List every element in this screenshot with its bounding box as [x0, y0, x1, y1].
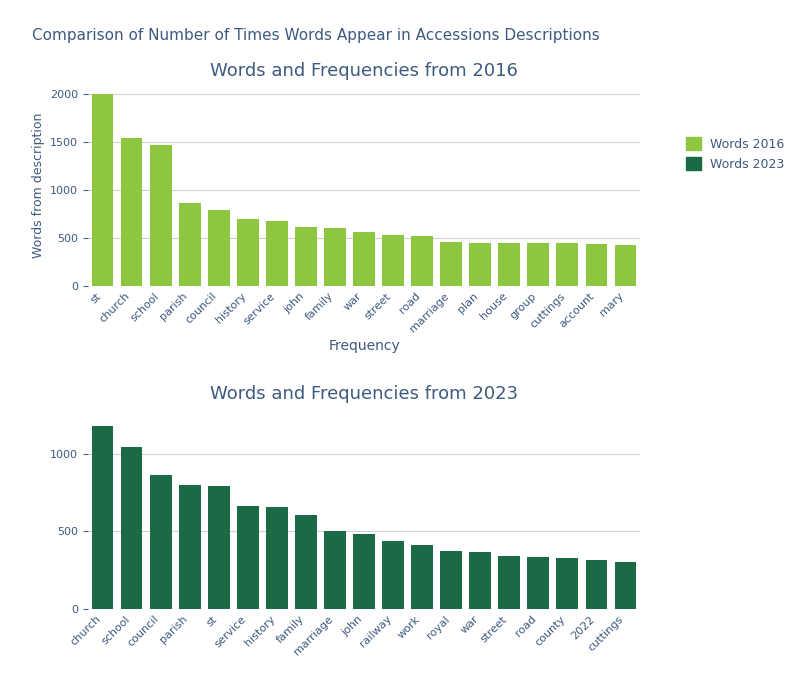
Bar [92, 94, 114, 286]
Bar [121, 447, 142, 609]
Bar [150, 475, 171, 609]
Bar [92, 426, 114, 609]
Bar [150, 145, 171, 286]
Text: Comparison of Number of Times Words Appear in Accessions Descriptions: Comparison of Number of Times Words Appe… [32, 28, 600, 43]
Bar [266, 220, 288, 286]
Bar [411, 236, 433, 286]
Bar [353, 533, 375, 609]
Bar [614, 244, 636, 286]
Bar [411, 545, 433, 609]
Bar [382, 235, 404, 286]
Bar [295, 228, 317, 286]
Bar [208, 486, 230, 609]
Bar [178, 203, 201, 286]
Bar [324, 531, 346, 609]
Bar [586, 244, 607, 286]
Bar [557, 558, 578, 609]
Bar [440, 551, 462, 609]
Bar [557, 243, 578, 286]
Bar [237, 505, 258, 609]
Bar [586, 560, 607, 609]
Y-axis label: Words from description: Words from description [31, 112, 45, 258]
Title: Words and Frequencies from 2016: Words and Frequencies from 2016 [210, 62, 518, 80]
Bar [237, 218, 258, 286]
Title: Words and Frequencies from 2023: Words and Frequencies from 2023 [210, 385, 518, 402]
Bar [208, 210, 230, 286]
Bar [353, 232, 375, 286]
Bar [527, 243, 550, 286]
Bar [527, 557, 550, 609]
Bar [470, 552, 491, 609]
Bar [266, 508, 288, 609]
Bar [440, 241, 462, 286]
Bar [614, 561, 636, 609]
X-axis label: Frequency: Frequency [328, 340, 400, 354]
Bar [121, 138, 142, 286]
Bar [178, 484, 201, 609]
Bar [470, 243, 491, 286]
Bar [498, 243, 520, 286]
Bar [498, 556, 520, 609]
Bar [295, 515, 317, 609]
Bar [382, 540, 404, 609]
Legend: Words 2016, Words 2023: Words 2016, Words 2023 [681, 132, 790, 176]
Bar [324, 228, 346, 286]
